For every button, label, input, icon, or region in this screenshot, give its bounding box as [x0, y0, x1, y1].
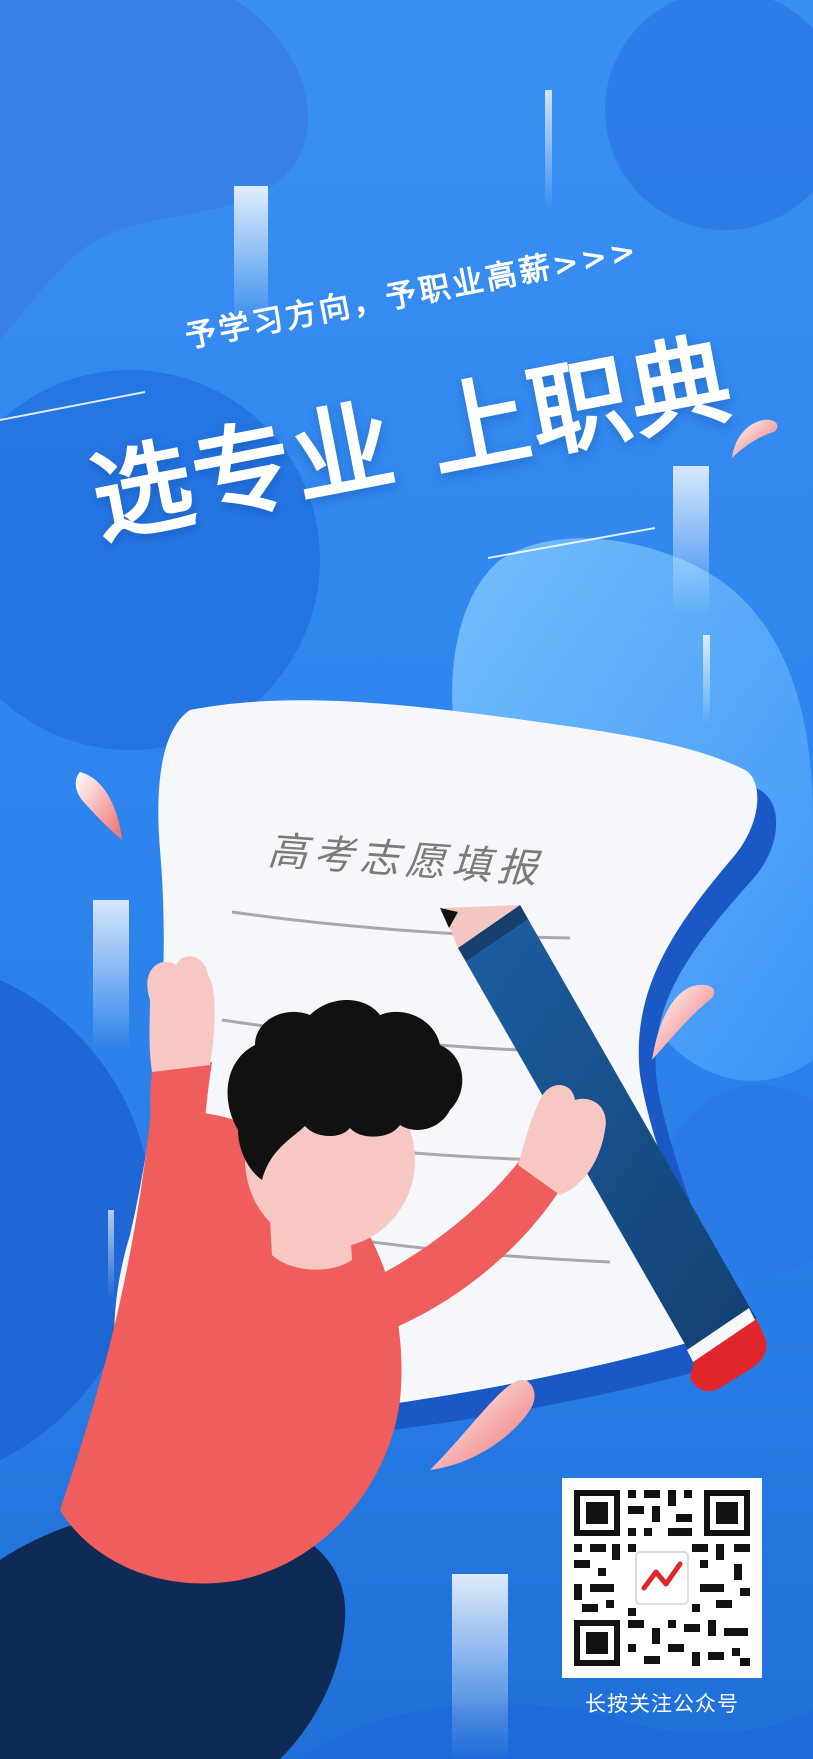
- light-bar: [545, 90, 552, 210]
- droplet-icon: [732, 419, 778, 458]
- droplet-icon: [430, 1379, 535, 1470]
- qr-code[interactable]: [562, 1478, 762, 1678]
- deco-line: [487, 527, 656, 559]
- light-bar: [452, 1574, 508, 1759]
- light-bar: [108, 1210, 114, 1300]
- qr-code-icon: [562, 1478, 762, 1678]
- character-right-arm: [370, 1160, 560, 1330]
- light-bar: [93, 900, 129, 1050]
- blob-top-left: [0, 0, 309, 340]
- deco-line: [0, 391, 146, 421]
- light-bar: [673, 466, 709, 616]
- character-left-arm: [150, 1062, 212, 1200]
- wave-bottom: [300, 1703, 813, 1759]
- character-hair: [227, 1000, 463, 1180]
- light-bar: [703, 635, 710, 725]
- character-left-hand: [147, 956, 215, 1072]
- light-bar: [234, 186, 268, 326]
- circle-top-right: [605, 0, 813, 230]
- droplet-icon: [652, 984, 715, 1060]
- trend-logo-icon: [635, 1551, 689, 1605]
- droplet-icon: [75, 772, 122, 840]
- character-right-hand: [518, 1085, 606, 1195]
- pencil-icon: [440, 905, 767, 1392]
- circle-left: [0, 370, 320, 750]
- qr-caption: 长按关注公众号: [585, 1692, 739, 1716]
